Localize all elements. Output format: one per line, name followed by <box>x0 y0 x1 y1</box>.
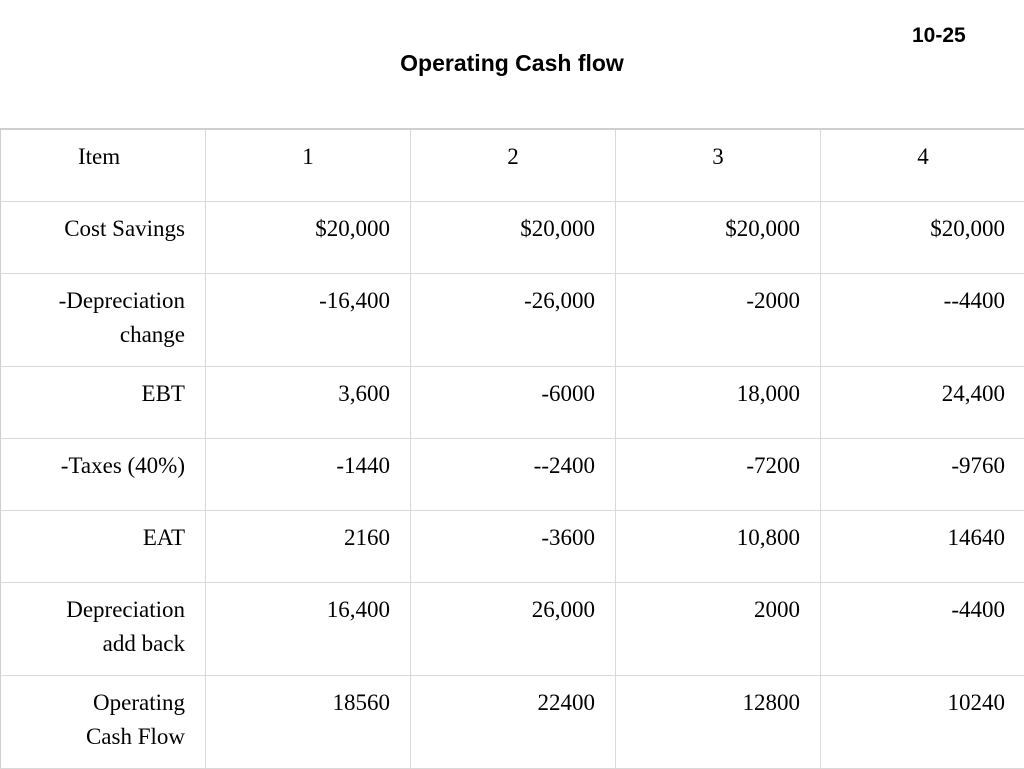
table-cell: 2160 <box>206 510 411 582</box>
table-cell: $20,000 <box>616 201 821 273</box>
header-year-4: 4 <box>821 129 1024 201</box>
header-year-1: 1 <box>206 129 411 201</box>
row-label: Operating Cash Flow <box>1 675 206 768</box>
table-cell: 26,000 <box>411 582 616 675</box>
table-cell: -2000 <box>616 273 821 366</box>
table-cell: --2400 <box>411 438 616 510</box>
table-cell: --4400 <box>821 273 1024 366</box>
header-year-2: 2 <box>411 129 616 201</box>
table-cell: 24,400 <box>821 366 1024 438</box>
row-label-line: -Taxes (40%) <box>61 453 185 478</box>
row-label: Depreciation add back <box>1 582 206 675</box>
table-cell: 18560 <box>206 675 411 768</box>
table-cell: $20,000 <box>206 201 411 273</box>
table-cell: 14640 <box>821 510 1024 582</box>
header-year-3: 3 <box>616 129 821 201</box>
table-row: Operating Cash Flow 18560 22400 12800 102… <box>1 675 1024 768</box>
table-row: EAT 2160 -3600 10,800 14640 <box>1 510 1024 582</box>
row-label-line: -Depreciation <box>59 288 185 313</box>
table-cell: $20,000 <box>821 201 1024 273</box>
header-row: Item 1 2 3 4 <box>1 129 1024 201</box>
table-cell: -7200 <box>616 438 821 510</box>
row-label-line: EBT <box>142 381 185 406</box>
row-label: Cost Savings <box>1 201 206 273</box>
table-cell: -4400 <box>821 582 1024 675</box>
row-label-line: Depreciation <box>66 597 185 622</box>
table-cell: 3,600 <box>206 366 411 438</box>
row-label-line: add back <box>103 631 185 656</box>
table-cell: -3600 <box>411 510 616 582</box>
table-cell: $20,000 <box>411 201 616 273</box>
header-item: Item <box>1 129 206 201</box>
table-cell: 2000 <box>616 582 821 675</box>
table-cell: -6000 <box>411 366 616 438</box>
row-label-line: change <box>120 322 185 347</box>
slide-number: 10-25 <box>912 24 966 48</box>
row-label: -Depreciation change <box>1 273 206 366</box>
row-label-line: Cost Savings <box>64 216 185 241</box>
row-label: EBT <box>1 366 206 438</box>
operating-cash-flow-table: Item 1 2 3 4 Cost Savings $20,000 $20,00… <box>0 128 1024 769</box>
row-label: EAT <box>1 510 206 582</box>
table-cell: -16,400 <box>206 273 411 366</box>
table-row: EBT 3,600 -6000 18,000 24,400 <box>1 366 1024 438</box>
row-label-line: Operating <box>93 690 185 715</box>
table-row: -Taxes (40%) -1440 --2400 -7200 -9760 <box>1 438 1024 510</box>
table-cell: -9760 <box>821 438 1024 510</box>
table-cell: 16,400 <box>206 582 411 675</box>
table-row: -Depreciation change -16,400 -26,000 -200… <box>1 273 1024 366</box>
table-cell: 18,000 <box>616 366 821 438</box>
table-cell: 10,800 <box>616 510 821 582</box>
table-cell: 10240 <box>821 675 1024 768</box>
table-row: Cost Savings $20,000 $20,000 $20,000 $20… <box>1 201 1024 273</box>
slide-title: Operating Cash flow <box>0 50 1024 77</box>
table-cell: -1440 <box>206 438 411 510</box>
table-cell: -26,000 <box>411 273 616 366</box>
row-label-line: Cash Flow <box>86 724 185 749</box>
table-cell: 22400 <box>411 675 616 768</box>
row-label-line: EAT <box>143 525 185 550</box>
table-cell: 12800 <box>616 675 821 768</box>
row-label: -Taxes (40%) <box>1 438 206 510</box>
